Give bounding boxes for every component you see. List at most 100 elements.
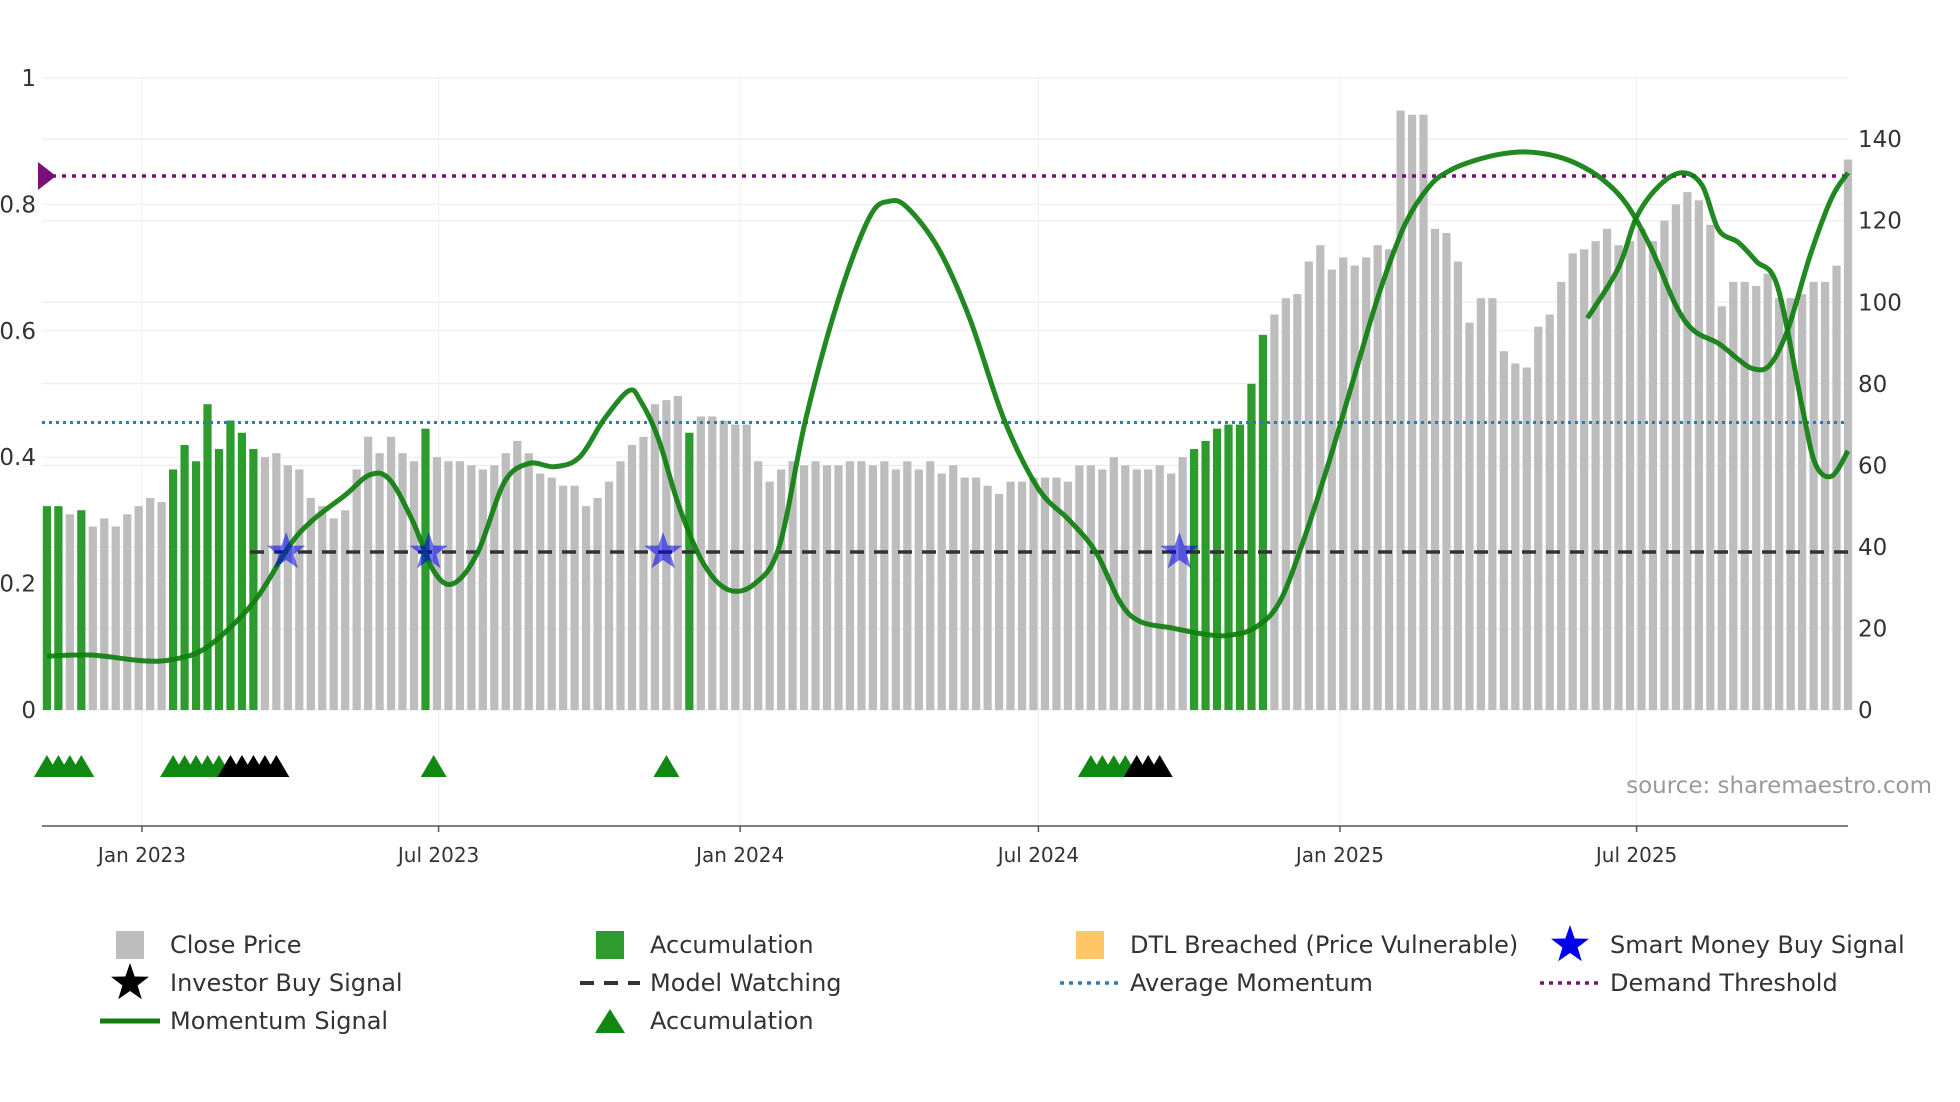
legend-star [111, 963, 149, 1000]
investor-triangle [263, 755, 290, 777]
legend-star [1551, 925, 1589, 962]
close-price-bar [375, 453, 384, 710]
accumulation-triangle [420, 755, 447, 777]
close-price-bar [880, 461, 889, 710]
legend-item: Momentum Signal [100, 1007, 388, 1035]
x-axis-tick-label: Jan 2025 [1294, 843, 1384, 867]
close-price-bar [467, 465, 476, 710]
legend-label: Demand Threshold [1610, 969, 1838, 997]
close-price-bar [478, 469, 487, 710]
legend-label: Accumulation [650, 1007, 814, 1035]
accumulation-bar [421, 428, 430, 710]
close-price-bar [639, 436, 648, 710]
accumulation-bar [54, 506, 63, 710]
close-price-bar [1671, 204, 1681, 710]
close-price-bar [1786, 298, 1795, 710]
close-price-bar [1752, 285, 1761, 710]
investor-triangle [1146, 755, 1173, 777]
smart-money-star [409, 532, 448, 569]
close-price-bar [914, 469, 923, 710]
accumulation-bar [1212, 428, 1222, 710]
close-price-bar [1396, 110, 1405, 710]
close-price-bar [157, 502, 166, 710]
markers-layer [33, 532, 1199, 777]
close-price-bar [1694, 200, 1703, 711]
accumulation-triangle [653, 755, 680, 777]
close-price-bar [570, 485, 579, 710]
close-price-bar [616, 461, 625, 710]
close-price-bar [891, 469, 900, 710]
close-price-bar [65, 514, 74, 710]
close-price-bar [536, 473, 545, 710]
legend-label: Accumulation [650, 931, 814, 959]
close-price-bar [1316, 245, 1325, 710]
close-price-bar [111, 526, 120, 710]
accumulation-bar [42, 506, 52, 710]
close-price-bar [1075, 465, 1084, 710]
close-price-bar [719, 420, 728, 710]
close-price-bar [994, 493, 1004, 710]
close-price-bar [1488, 298, 1497, 710]
close-price-bar [306, 497, 315, 710]
accumulation-bar [685, 432, 694, 710]
close-price-bar [1809, 281, 1818, 710]
close-price-bar [581, 506, 591, 710]
close-price-bar [1522, 367, 1531, 710]
close-price-bar [1293, 294, 1302, 710]
close-price-bar [1740, 281, 1749, 710]
close-price-bar [513, 440, 522, 710]
close-price-bar [1385, 249, 1394, 710]
close-price-bar [1660, 220, 1669, 711]
close-price-bar [708, 416, 717, 710]
legend-label: Model Watching [650, 969, 842, 997]
close-price-bar [627, 444, 637, 710]
grid-layer [42, 77, 1848, 826]
close-price-bar [455, 461, 465, 710]
right-axis-tick-label: 80 [1858, 372, 1887, 398]
close-price-bar [1580, 249, 1589, 710]
legend-label: Close Price [170, 931, 302, 959]
accumulation-bar [226, 420, 235, 710]
close-price-bar [1602, 228, 1612, 711]
legend-item: Accumulation [595, 1007, 814, 1035]
close-price-bar [1144, 469, 1153, 710]
close-price-bar [1465, 322, 1474, 710]
close-price-bar [1717, 306, 1726, 710]
legend-label: Average Momentum [1130, 969, 1373, 997]
close-price-bar [341, 510, 350, 710]
legend-item: Accumulation [596, 931, 814, 959]
accumulation-bar [1247, 383, 1256, 710]
legend-label: Investor Buy Signal [170, 969, 403, 997]
source-label: source: sharemaestro.com [1626, 773, 1932, 799]
legend-label: Momentum Signal [170, 1007, 388, 1035]
momentum-signal-line-late [1585, 170, 1851, 480]
close-price-bar [1270, 314, 1279, 710]
right-axis-tick-label: 0 [1858, 698, 1873, 724]
close-price-bar [1534, 326, 1543, 710]
close-price-bar [1086, 465, 1095, 710]
close-price-bar [1006, 481, 1015, 710]
close-price-bar [1327, 269, 1336, 710]
right-axis-tick-label: 20 [1858, 616, 1887, 642]
legend-item: Smart Money Buy Signal [1551, 925, 1905, 962]
close-price-bar [547, 477, 556, 710]
close-price-bar [1625, 241, 1635, 710]
legend-label: DTL Breached (Price Vulnerable) [1130, 931, 1518, 959]
close-price-bar [1373, 245, 1382, 710]
close-price-bar [501, 453, 510, 710]
close-price-bar [432, 457, 442, 710]
right-axis-tick-label: 120 [1858, 209, 1902, 235]
legend-layer: Close Price Accumulation DTL Breached (Pri… [100, 925, 1905, 1035]
close-price-bar [777, 469, 786, 710]
close-price-bar [811, 461, 820, 710]
accumulation-bar [1258, 334, 1268, 710]
legend-label: Smart Money Buy Signal [1610, 931, 1905, 959]
legend-swatch [116, 931, 144, 959]
close-price-bar [1132, 469, 1141, 710]
close-price-bar [1339, 257, 1348, 710]
close-price-bar [1040, 477, 1050, 710]
accumulation-bar [203, 404, 212, 710]
close-price-bar [272, 453, 281, 710]
close-price-bar [1683, 192, 1692, 711]
accumulation-bar [249, 449, 258, 710]
